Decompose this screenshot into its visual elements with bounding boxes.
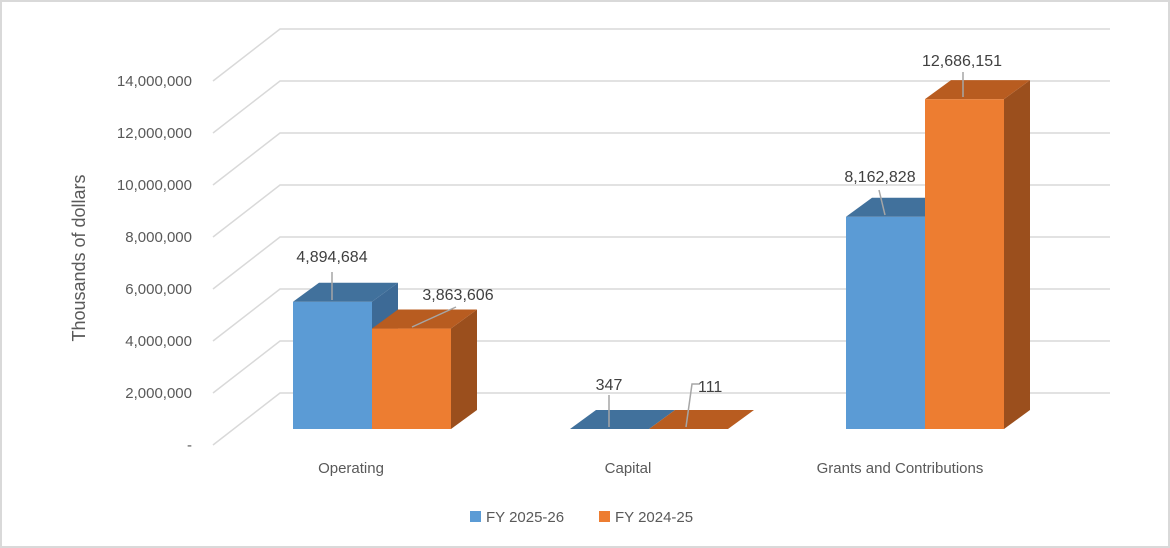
data-label: 4,894,684 — [296, 249, 367, 266]
gridline — [212, 80, 1110, 134]
y-tick-label: 2,000,000 — [125, 385, 192, 402]
gridline — [212, 288, 1110, 342]
bar-top — [570, 409, 675, 429]
y-tick-label: 6,000,000 — [125, 281, 192, 298]
data-label: 347 — [596, 377, 623, 394]
y-axis-label: Thousands of dollars — [69, 174, 89, 341]
bar-front — [846, 216, 925, 429]
gridlines — [212, 28, 1110, 446]
data-labels: 4,894,684 3,863,606 347 111 8,162,828 12,686,… — [296, 53, 1002, 428]
data-label: 111 — [698, 379, 722, 396]
category-label: Operating — [318, 460, 384, 477]
bar-top — [846, 197, 951, 217]
leader-line — [411, 306, 457, 328]
bar-top — [649, 409, 754, 429]
y-tick-label: 12,000,000 — [117, 125, 192, 142]
bar-front — [293, 301, 372, 429]
y-tick-label: 8,000,000 — [125, 229, 192, 246]
legend-swatch — [599, 511, 610, 522]
data-label: 3,863,606 — [422, 287, 493, 304]
category-labels: Operating Capital Grants and Contributions — [318, 460, 983, 477]
bar-front — [372, 328, 451, 429]
bar-side — [451, 309, 477, 429]
legend-label: FY 2024-25 — [615, 509, 693, 526]
category-label: Grants and Contributions — [817, 460, 984, 477]
leader-line — [878, 189, 886, 216]
bar-top — [925, 80, 1030, 100]
bar-front — [925, 99, 1004, 430]
y-tick-label: 14,000,000 — [117, 73, 192, 90]
bars — [293, 80, 1030, 430]
legend-swatch — [470, 511, 481, 522]
gridline — [212, 340, 1110, 394]
legend: FY 2025-26 FY 2024-25 — [470, 509, 693, 526]
gridline — [212, 392, 1110, 446]
gridline — [212, 132, 1110, 186]
data-label: 12,686,151 — [922, 53, 1002, 70]
legend-label: FY 2025-26 — [486, 509, 564, 526]
bar-top — [372, 309, 477, 329]
y-tick-label: 4,000,000 — [125, 333, 192, 350]
bar-top — [293, 282, 398, 302]
y-tick-label: 10,000,000 — [117, 177, 192, 194]
y-tick-label: - — [187, 437, 192, 454]
gridline — [212, 28, 1110, 82]
bar-side — [728, 409, 754, 429]
data-label: 8,162,828 — [844, 169, 915, 186]
leader-line — [685, 383, 700, 428]
category-label: Capital — [605, 460, 652, 477]
y-axis-ticks: - 2,000,000 4,000,000 6,000,000 8,000,000 10,… — [117, 73, 192, 454]
gridline — [212, 236, 1110, 290]
gridline — [212, 184, 1110, 238]
bar-side — [1004, 80, 1030, 430]
